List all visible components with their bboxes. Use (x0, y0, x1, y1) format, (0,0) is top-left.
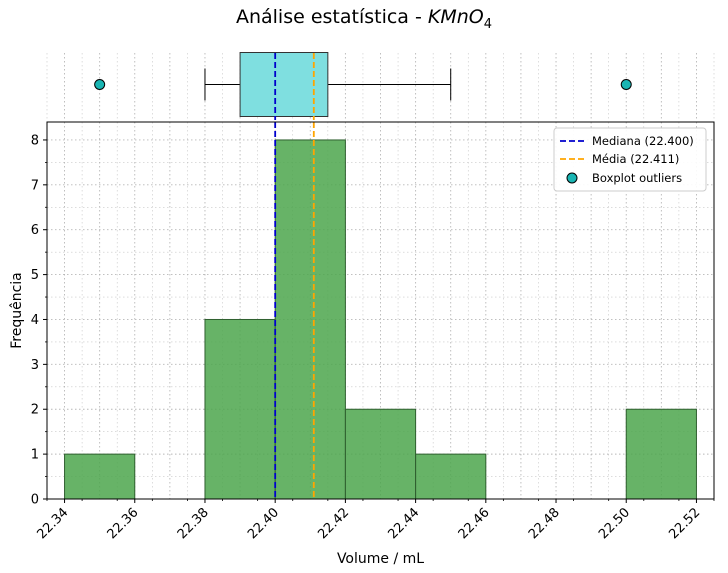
x-tick-label: 22.38 (175, 505, 212, 542)
legend-outlier-swatch (566, 172, 578, 184)
y-tick-label: 8 (31, 133, 39, 148)
legend-box (553, 127, 707, 192)
title-prefix: Análise estatística - (235, 6, 428, 28)
x-tick-label: 22.40 (245, 505, 282, 542)
y-tick-label: 2 (31, 403, 39, 418)
legend-entry-label: Mediana (22.400) (592, 134, 694, 148)
outlier-point (94, 79, 106, 90)
x-tick-label: 22.36 (105, 505, 142, 542)
legend-entry-label: Média (22.411) (592, 152, 679, 166)
title-formula: KMnO (427, 6, 484, 28)
histogram-bar (625, 408, 697, 500)
legend: Mediana (22.400) Média (22.411) Boxplot ou… (553, 127, 707, 192)
histogram-bar (344, 408, 417, 500)
histogram-bar (64, 453, 136, 500)
x-tick-label: 22.42 (315, 505, 352, 542)
y-tick-label: 7 (31, 178, 39, 193)
chart-title: Análise estatística - KMnO4 (0, 6, 728, 32)
y-tick-label: 6 (31, 223, 39, 238)
histogram-bar (415, 453, 487, 500)
x-tick-label: 22.44 (386, 505, 423, 542)
y-axis-label: Frequência (9, 272, 25, 349)
y-tick-label: 5 (31, 268, 39, 283)
legend-entry-label: Boxplot outliers (592, 171, 682, 185)
title-formula-subscript: 4 (483, 16, 493, 32)
x-tick-label: 22.46 (456, 505, 493, 542)
y-tick-label: 0 (31, 493, 39, 508)
outlier-point (620, 79, 632, 90)
plot-frame (46, 121, 715, 500)
y-tick-label: 3 (31, 358, 39, 373)
histogram-bar (204, 318, 276, 500)
boxplot-panel (46, 52, 715, 120)
x-tick-label: 22.52 (666, 505, 703, 542)
x-tick-label: 22.50 (596, 505, 633, 542)
x-tick-label: 22.48 (526, 505, 563, 542)
histogram-bar (274, 139, 346, 500)
y-tick-label: 4 (31, 313, 39, 328)
x-axis-label: Volume / mL (337, 551, 424, 567)
x-tick-label: 22.34 (34, 505, 71, 542)
y-tick-label: 1 (31, 448, 39, 463)
